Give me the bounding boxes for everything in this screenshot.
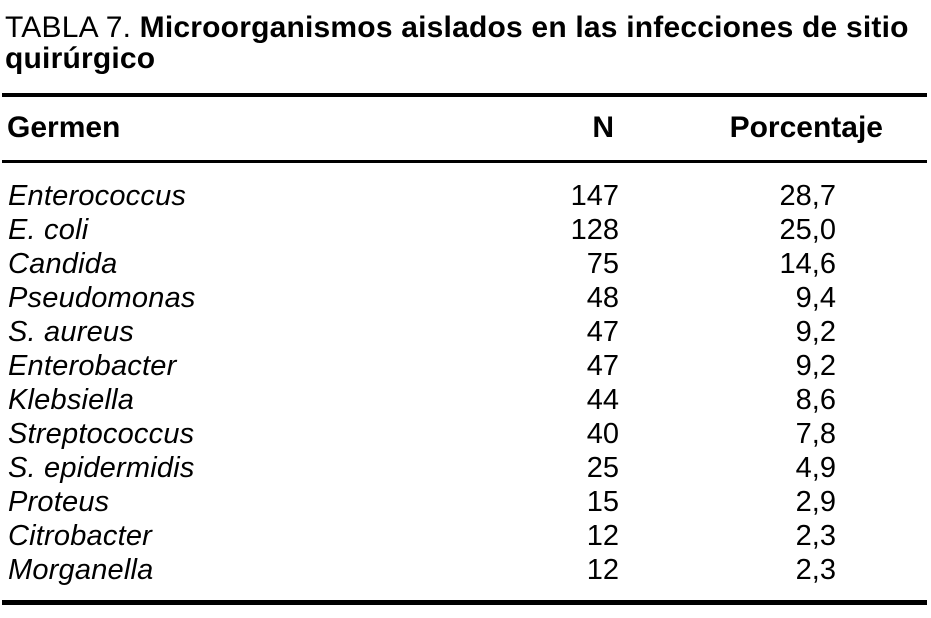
porcentaje-cell: 8,6 (795, 384, 836, 416)
porcentaje-cell: 7,8 (795, 418, 836, 450)
table-row: S. aureus 47 9,2 (2, 315, 927, 349)
n-cell: 48 (586, 282, 619, 314)
porcentaje-cell: 2,3 (795, 554, 836, 586)
table-row: Citrobacter 12 2,3 (2, 519, 927, 553)
porcentaje-cell: 2,9 (795, 486, 836, 518)
porcentaje-cell: 9,2 (795, 350, 836, 382)
table-row: Klebsiella 44 8,6 (2, 383, 927, 417)
porcentaje-cell: 14,6 (779, 248, 836, 280)
table-title-line1: TABLA 7. Microorganismos aislados en las… (5, 12, 925, 43)
germen-cell: Enterobacter (8, 350, 177, 382)
porcentaje-cell: 2,3 (795, 520, 836, 552)
porcentaje-cell: 4,9 (795, 452, 836, 484)
column-header-n: N (509, 95, 619, 163)
column-header-germen: Germen (2, 95, 509, 163)
table-header: Germen N Porcentaje (2, 95, 927, 163)
microorganisms-table: Germen N Porcentaje Enterococcus 147 28,… (2, 93, 927, 605)
porcentaje-cell: 9,4 (795, 282, 836, 314)
germen-cell: Streptococcus (8, 418, 195, 450)
germen-cell: S. epidermidis (8, 452, 195, 484)
n-cell: 40 (586, 418, 619, 450)
header-row: Germen N Porcentaje (2, 95, 927, 163)
n-cell: 15 (586, 486, 619, 518)
table-row: Streptococcus 40 7,8 (2, 417, 927, 451)
table-row: Proteus 15 2,9 (2, 485, 927, 519)
table-title: TABLA 7. Microorganismos aislados en las… (0, 0, 931, 74)
table-body: Enterococcus 147 28,7 E. coli 128 25,0 C… (2, 162, 927, 603)
germen-cell: E. coli (8, 214, 89, 246)
table-title-text: Microorganismos aislados en las infeccio… (139, 11, 909, 44)
germen-cell: Citrobacter (8, 520, 153, 552)
table-row: E. coli 128 25,0 (2, 213, 927, 247)
column-header-porcentaje: Porcentaje (619, 95, 927, 163)
germen-cell: Proteus (8, 486, 110, 518)
table-row: Morganella 12 2,3 (2, 553, 927, 603)
n-cell: 75 (586, 248, 619, 280)
table-title-line2: quirúrgico (5, 42, 156, 75)
n-cell: 128 (570, 214, 619, 246)
n-cell: 12 (586, 554, 619, 586)
germen-cell: Candida (8, 248, 118, 280)
n-cell: 47 (586, 350, 619, 382)
n-cell: 25 (586, 452, 619, 484)
porcentaje-cell: 25,0 (779, 214, 836, 246)
table-row: Enterococcus 147 28,7 (2, 162, 927, 214)
table-row: Candida 75 14,6 (2, 247, 927, 281)
table-number-label: TABLA 7. (5, 11, 140, 44)
table-row: Pseudomonas 48 9,4 (2, 281, 927, 315)
germen-cell: Morganella (8, 554, 154, 586)
germen-cell: Enterococcus (8, 180, 187, 212)
porcentaje-cell: 28,7 (779, 180, 836, 212)
porcentaje-cell: 9,2 (795, 316, 836, 348)
n-cell: 47 (586, 316, 619, 348)
germen-cell: Klebsiella (8, 384, 135, 416)
germen-cell: Pseudomonas (8, 282, 196, 314)
n-cell: 147 (570, 180, 619, 212)
table-row: Enterobacter 47 9,2 (2, 349, 927, 383)
germen-cell: S. aureus (8, 316, 134, 348)
n-cell: 44 (586, 384, 619, 416)
n-cell: 12 (586, 520, 619, 552)
table-row: S. epidermidis 25 4,9 (2, 451, 927, 485)
